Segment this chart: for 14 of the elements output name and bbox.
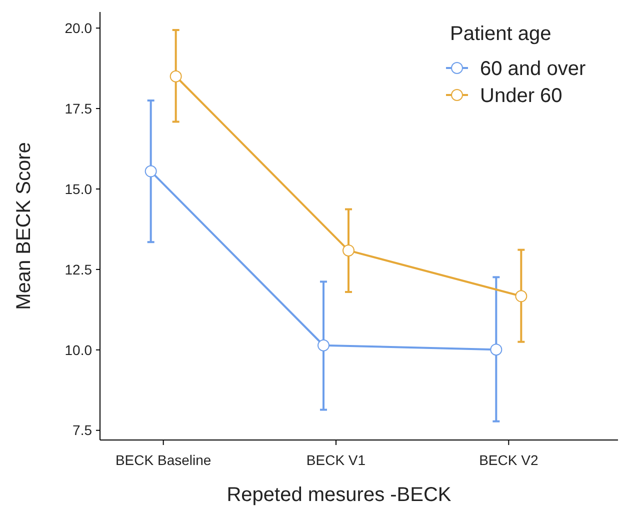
legend-label: 60 and over (480, 58, 586, 80)
y-tick-label: 17.5 (64, 100, 92, 116)
x-tick-label: BECK V2 (479, 452, 538, 468)
legend-label: Under 60 (480, 85, 562, 107)
x-tick-label: BECK Baseline (115, 452, 212, 468)
legend-title: Patient age (450, 23, 552, 45)
y-tick-label: 20.0 (64, 20, 92, 36)
y-tick-label: 12.5 (64, 261, 92, 278)
y-axis-title: Mean BECK Score (13, 142, 35, 310)
x-axis-title: Repeted mesures -BECK (226, 484, 452, 506)
y-tick-label: 10.0 (64, 342, 92, 358)
y-tick-label: 15.0 (64, 180, 92, 197)
y-tick-label: 7.5 (72, 422, 92, 438)
x-tick-label: BECK V1 (306, 452, 366, 468)
